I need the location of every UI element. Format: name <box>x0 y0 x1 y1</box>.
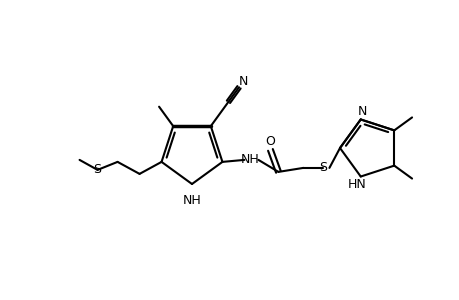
Text: HN: HN <box>347 178 365 191</box>
Text: O: O <box>265 135 275 148</box>
Text: NH: NH <box>182 194 201 207</box>
Text: S: S <box>93 164 101 176</box>
Text: S: S <box>319 161 327 174</box>
Text: N: N <box>357 105 367 118</box>
Text: N: N <box>238 75 247 88</box>
Text: NH: NH <box>241 153 259 167</box>
